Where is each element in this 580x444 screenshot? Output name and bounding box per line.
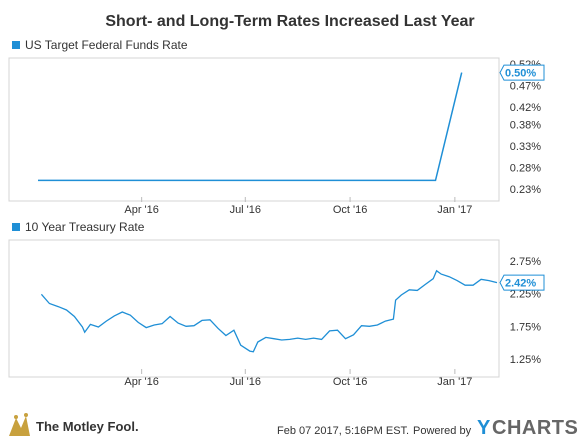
motley-fool-logo: The Motley Fool. [9, 413, 139, 436]
panel-fed-funds: US Target Federal Funds Rate 0.23% 0.28% 0… [8, 38, 545, 216]
x-tick-label: Apr '16 [124, 376, 159, 388]
plot-frame [8, 239, 500, 378]
x-tick-label: Jul '16 [230, 204, 261, 216]
jester-cap-icon [9, 413, 30, 436]
y-tick-label: 0.47% [510, 81, 541, 93]
x-tick-label: Oct '16 [333, 204, 368, 216]
chart-title: Short- and Long-Term Rates Increased Las… [105, 13, 474, 30]
x-tick-label: Jul '16 [230, 376, 261, 388]
y-tick-label: 0.42% [510, 102, 541, 114]
x-axis: Apr '16 Jul '16 Oct '16 Jan '17 [124, 369, 472, 388]
timestamp: Feb 07 2017, 5:16PM EST. [277, 425, 409, 437]
x-tick-label: Oct '16 [333, 376, 368, 388]
flag-box [499, 274, 545, 291]
series-line [38, 72, 463, 182]
flag-label: 0.50% [505, 68, 536, 80]
x-tick-label: Jan '17 [437, 376, 472, 388]
y-tick-label: 0.23% [510, 184, 541, 196]
y-axis: 1.25% 1.75% 2.25% 2.75% [510, 256, 541, 366]
x-tick-label: Jan '17 [437, 204, 472, 216]
flag-box [499, 64, 545, 81]
powered-by: Powered by [413, 425, 472, 437]
y-tick-label: 0.33% [510, 141, 541, 153]
ycharts-wordmark: CHARTS [492, 417, 578, 439]
panel-treasury: 10 Year Treasury Rate 1.25% 1.75% 2.25% 2.7… [8, 220, 545, 388]
legend-label: US Target Federal Funds Rate [25, 38, 188, 52]
y-tick-label: 0.28% [510, 162, 541, 174]
y-tick-label: 1.75% [510, 321, 541, 333]
legend-label: 10 Year Treasury Rate [25, 220, 145, 234]
footer: The Motley Fool. Feb 07 2017, 5:16PM EST… [9, 413, 578, 439]
series-line [40, 269, 498, 353]
x-tick-label: Apr '16 [124, 204, 159, 216]
x-axis: Apr '16 Jul '16 Oct '16 Jan '17 [124, 197, 472, 216]
y-tick-label: 1.25% [510, 354, 541, 366]
y-tick-label: 0.38% [510, 119, 541, 131]
legend-swatch [12, 41, 20, 49]
flag-label: 2.42% [505, 278, 536, 290]
ycharts-logo: Y CHARTS [477, 417, 578, 439]
current-value-flag: 2.42% [499, 274, 545, 291]
y-tick-label: 2.25% [510, 289, 541, 301]
ycharts-y: Y [477, 417, 491, 439]
plot-frame [8, 57, 500, 202]
legend-swatch [12, 223, 20, 231]
fool-wordmark: The Motley Fool. [36, 419, 139, 434]
current-value-flag: 0.50% [499, 64, 545, 81]
y-tick-label: 2.75% [510, 256, 541, 268]
